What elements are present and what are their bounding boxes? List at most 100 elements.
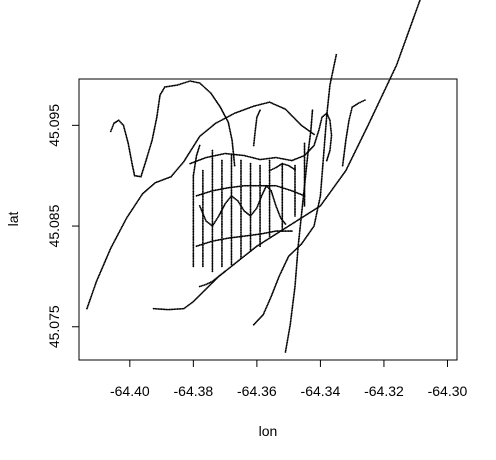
data-point <box>278 275 281 278</box>
data-point <box>319 194 322 197</box>
data-point <box>402 45 405 48</box>
data-point <box>227 198 230 201</box>
data-point <box>276 209 279 212</box>
data-point <box>192 197 195 199</box>
data-point <box>143 165 146 168</box>
data-point <box>276 208 279 210</box>
data-point <box>311 113 313 116</box>
data-point <box>282 266 285 269</box>
data-point <box>254 184 257 187</box>
data-point <box>294 194 296 197</box>
data-point <box>270 189 273 192</box>
data-point <box>290 223 293 226</box>
data-point <box>181 82 184 85</box>
data-point <box>315 137 318 139</box>
data-point <box>240 235 242 238</box>
data-point <box>124 133 127 136</box>
data-point <box>207 89 210 92</box>
data-point <box>319 191 322 194</box>
data-point <box>320 183 323 186</box>
data-point <box>230 209 233 211</box>
data-point <box>125 135 128 137</box>
data-point <box>326 158 329 161</box>
data-point <box>292 250 295 253</box>
data-point <box>259 189 261 192</box>
data-point <box>202 85 205 88</box>
data-point <box>106 255 108 258</box>
data-point <box>293 221 295 224</box>
data-point <box>329 119 331 122</box>
data-point <box>268 169 271 172</box>
data-point <box>129 154 132 157</box>
data-point <box>205 156 207 159</box>
data-point <box>211 177 214 179</box>
data-point <box>288 254 291 257</box>
data-point <box>268 157 271 160</box>
data-point <box>331 188 334 190</box>
data-point <box>230 181 233 184</box>
data-point <box>263 184 266 187</box>
data-point <box>254 321 257 324</box>
data-point <box>380 95 383 98</box>
data-point <box>91 291 94 293</box>
data-point <box>230 173 233 176</box>
data-point <box>289 323 292 326</box>
data-point <box>249 176 252 179</box>
data-point <box>192 225 195 228</box>
data-point <box>327 155 330 158</box>
data-point <box>219 188 222 191</box>
data-point <box>322 115 325 118</box>
data-point <box>151 136 154 139</box>
data-point <box>201 212 204 215</box>
data-point <box>106 254 109 257</box>
data-point <box>334 57 337 59</box>
data-point <box>289 159 292 162</box>
data-point <box>198 193 201 196</box>
data-point <box>192 203 195 206</box>
data-point <box>202 157 205 160</box>
data-point <box>211 125 213 128</box>
data-point <box>224 115 227 118</box>
data-point <box>271 184 274 187</box>
data-point <box>306 213 309 216</box>
data-point <box>259 158 261 161</box>
data-point <box>249 237 252 240</box>
data-point <box>247 252 249 255</box>
data-point <box>199 158 202 161</box>
data-point <box>296 261 298 264</box>
data-point <box>294 174 296 176</box>
data-point <box>105 257 108 260</box>
data-point <box>388 79 391 82</box>
data-point <box>246 234 249 237</box>
data-point <box>185 305 188 308</box>
data-point <box>294 248 297 251</box>
data-point <box>168 176 171 179</box>
data-point <box>294 208 296 211</box>
data-point <box>249 178 252 181</box>
data-point <box>301 207 304 209</box>
data-point <box>294 182 296 184</box>
data-point <box>320 188 322 191</box>
data-point <box>335 53 338 56</box>
data-point <box>230 188 233 190</box>
data-point <box>349 161 351 164</box>
data-point <box>201 84 204 87</box>
data-point <box>201 185 204 188</box>
data-point <box>293 293 295 296</box>
data-point <box>263 102 266 105</box>
data-point <box>281 192 284 194</box>
data-point <box>325 112 328 115</box>
data-point <box>294 280 297 283</box>
data-point <box>225 152 228 155</box>
data-point <box>155 117 158 120</box>
data-point <box>416 5 419 7</box>
data-point <box>230 217 233 219</box>
data-point <box>266 303 269 305</box>
data-point <box>211 202 214 205</box>
data-point <box>193 170 195 172</box>
data-point <box>291 222 294 225</box>
data-point <box>221 177 223 180</box>
data-point <box>221 204 223 207</box>
data-point <box>253 139 256 142</box>
data-point <box>348 116 351 118</box>
